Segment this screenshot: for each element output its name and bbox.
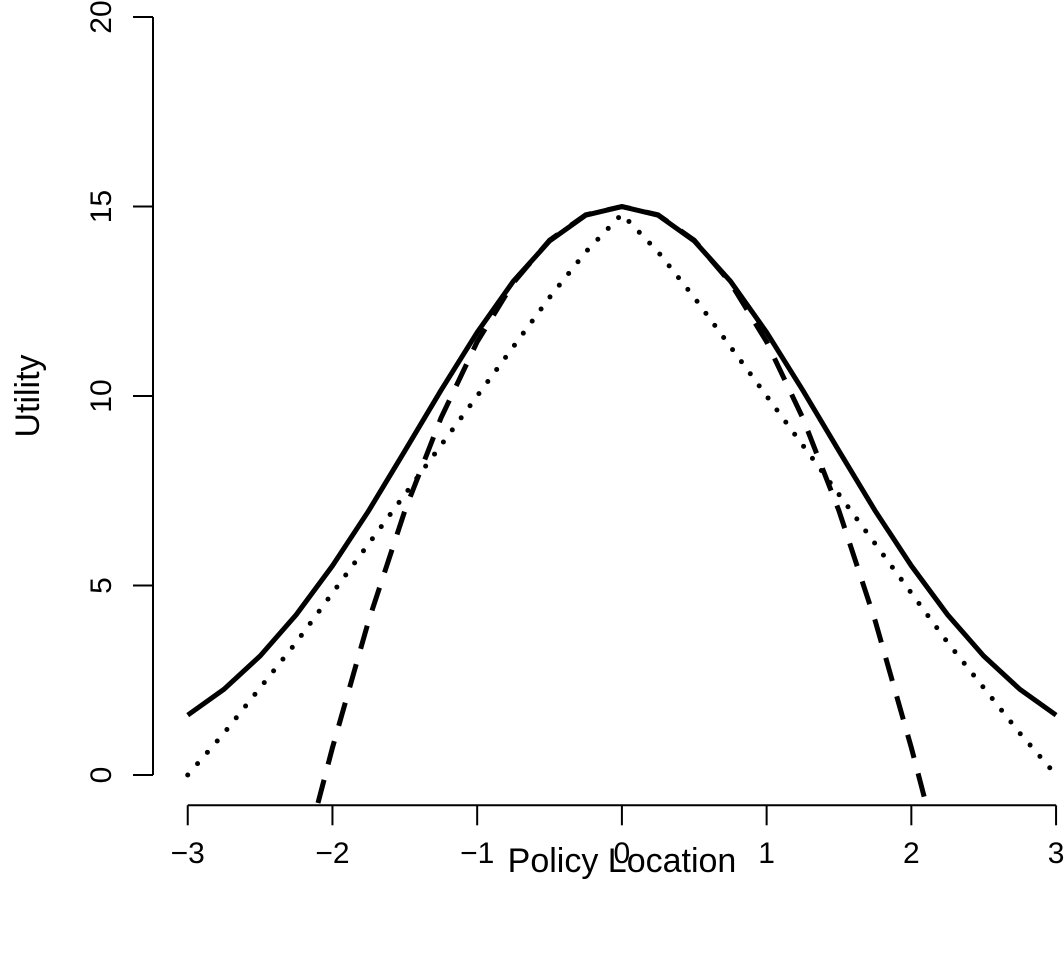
x-tick-label: 0 bbox=[614, 837, 631, 870]
curve bbox=[315, 203, 929, 804]
x-tick-label: 3 bbox=[1048, 837, 1064, 870]
curve bbox=[185, 210, 1059, 778]
y-tick-label: 15 bbox=[85, 190, 118, 223]
x-tick-label: 2 bbox=[903, 837, 920, 870]
x-tick-label: 1 bbox=[758, 837, 775, 870]
curve bbox=[186, 203, 1058, 718]
x-tick-label: −1 bbox=[460, 837, 494, 870]
y-tick-label: 10 bbox=[85, 379, 118, 412]
y-tick-label: 5 bbox=[85, 577, 118, 594]
plot-area bbox=[185, 203, 1059, 804]
x-tick-label: −2 bbox=[315, 837, 349, 870]
y-tick-label: 20 bbox=[85, 0, 118, 33]
y-tick-label: 0 bbox=[85, 767, 118, 784]
x-tick-label: −3 bbox=[171, 837, 205, 870]
x-axis-title: Policy Location bbox=[508, 842, 737, 880]
y-axis-title: Utility bbox=[9, 354, 47, 437]
